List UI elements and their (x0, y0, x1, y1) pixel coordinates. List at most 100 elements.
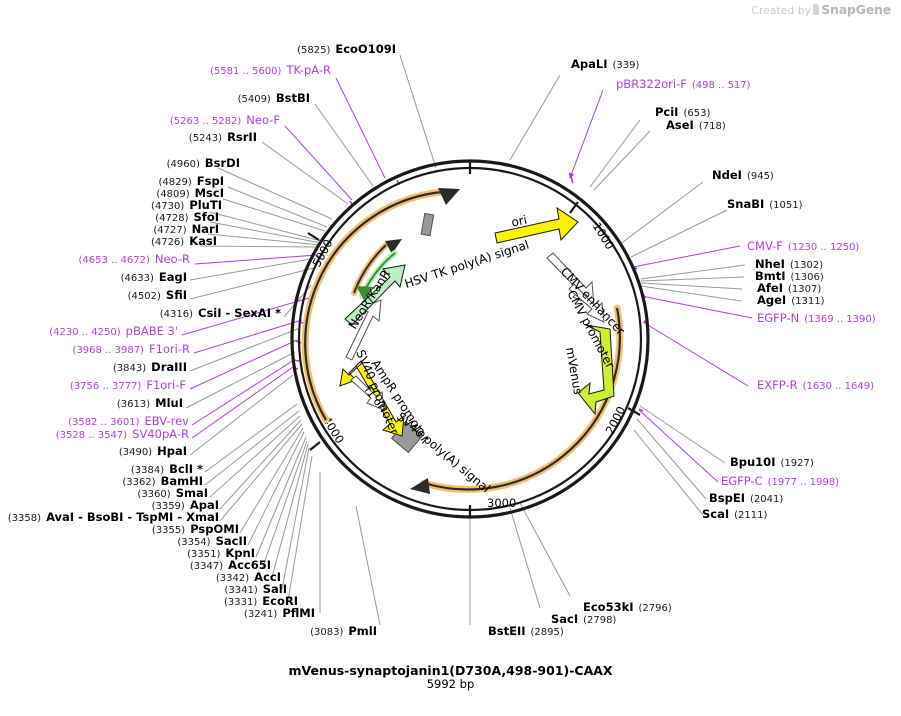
site-position: (1630 .. 1649) (802, 381, 875, 392)
site-label-Acc65I[interactable]: (3347) Acc65I (190, 559, 271, 573)
plasmid-name: mVenus-synaptojanin1(D730A,498-901)-CAAX (288, 663, 613, 678)
site-label-EXFP-R[interactable]: EXFP-R (1630 .. 1649) (757, 379, 874, 393)
site-position: (3359) (151, 501, 185, 512)
site-label-F1ori-F[interactable]: (3756 .. 3777) F1ori-F (70, 379, 186, 393)
site-name: EGFP-N (757, 311, 800, 325)
site-name: BsrDI (204, 156, 240, 170)
site-position: (4960) (166, 159, 200, 170)
ruler-ticks (307, 161, 641, 517)
site-position: (5243) (188, 133, 223, 144)
site-name: ApaI (189, 498, 219, 512)
site-label-NarI[interactable]: (4727) NarI (153, 223, 219, 237)
feature-ori (494, 206, 579, 244)
site-label-pBR322ori-F[interactable]: pBR322ori-F (498 .. 517) (616, 78, 751, 92)
site-label-F1ori-R[interactable]: (3968 .. 3987) F1ori-R (73, 343, 190, 357)
site-label-ApaLI[interactable]: ApaLI (339) (571, 58, 639, 72)
site-label-NdeI[interactable]: NdeI (945) (712, 169, 774, 183)
site-name: PflMI (282, 606, 315, 620)
site-label-BmtI[interactable]: BmtI (1306) (755, 270, 824, 284)
site-label-PspOMI[interactable]: (3355) PspOMI (152, 523, 239, 537)
site-label-Neo-F[interactable]: (5263 .. 5282) Neo-F (170, 114, 280, 128)
site-label-AgeI[interactable]: AgeI (1311) (757, 294, 824, 308)
site-label-SalI[interactable]: (3341) SalI (224, 583, 287, 597)
site-label-RsrII[interactable]: (5243) RsrII (189, 131, 257, 145)
site-label-pBABE-3prime[interactable]: (4230 .. 4250) pBABE 3' (49, 325, 178, 339)
site-label-KasI[interactable]: (4726) KasI (151, 235, 217, 249)
site-label-KpnI[interactable]: (3351) KpnI (187, 547, 255, 561)
site-label-MscI[interactable]: (4809) MscI (156, 187, 224, 201)
site-label-PluTI[interactable]: (4730) PluTI (151, 199, 222, 213)
site-label-FspI[interactable]: (4829) FspI (159, 175, 224, 189)
site-position: (5263 .. 5282) (169, 116, 242, 127)
site-label-AvaI-BsoBI-TspMI-XmaI[interactable]: (3358) AvaI - BsoBI - TspMI - XmaI (8, 511, 219, 525)
snapgene-logo-icon (813, 4, 820, 15)
site-label-EcoO109I[interactable]: (5825) EcoO109I (297, 43, 396, 57)
site-name: Eco53kI (583, 600, 634, 614)
site-name: Neo-F (246, 113, 280, 127)
site-label-ApaI[interactable]: (3359) ApaI (152, 499, 219, 513)
site-position: (2111) (734, 510, 768, 521)
site-label-SfoI[interactable]: (4728) SfoI (155, 211, 219, 225)
site-label-SacII[interactable]: (3354) SacII (177, 535, 247, 549)
site-name: FspI (196, 174, 224, 188)
site-label-ScaI[interactable]: ScaI (2111) (702, 508, 767, 522)
site-label-EGFP-C[interactable]: EGFP-C (1977 .. 1998) (721, 475, 839, 489)
site-label-PflMI[interactable]: (3241) PflMI (244, 607, 315, 621)
site-name: pBR322ori-F (616, 77, 687, 91)
site-label-SacI[interactable]: SacI (2798) (551, 613, 616, 627)
site-label-BamHI[interactable]: (3362) BamHI (122, 475, 203, 489)
site-position: (339) (612, 60, 640, 71)
site-position: (718) (698, 121, 726, 132)
site-label-CMV-F[interactable]: CMV-F (1230 .. 1250) (747, 240, 859, 254)
site-label-CsiI-SexAI[interactable]: (4316) CsiI - SexAI * (160, 307, 281, 321)
leader-lines-right (509, 74, 753, 516)
site-name: EcoRI (262, 594, 298, 608)
site-label-SfiI[interactable]: (4502) SfiI (128, 289, 187, 303)
site-name: SacII (215, 534, 247, 548)
plasmid-title: mVenus-synaptojanin1(D730A,498-901)-CAAX (0, 660, 901, 679)
site-label-EGFP-N[interactable]: EGFP-N (1369 .. 1390) (757, 312, 876, 326)
feature-sv40-promoter (345, 299, 382, 361)
site-position: (1302) (789, 260, 824, 271)
site-label-AfeI[interactable]: AfeI (1307) (757, 282, 821, 296)
site-label-MluI[interactable]: (3613) MluI (117, 397, 183, 411)
site-label-AseI[interactable]: AseI (718) (666, 119, 726, 133)
site-label-SnaBI[interactable]: SnaBI (1051) (727, 198, 803, 212)
site-label-EagI[interactable]: (4633) EagI (121, 271, 187, 285)
site-name: BstBI (275, 91, 310, 105)
site-label-BstBI[interactable]: (5409) BstBI (238, 92, 310, 106)
site-label-BclI[interactable]: (3384) BclI * (131, 463, 203, 477)
site-label-EBV-rev[interactable]: (3582 .. 3601) EBV-rev (68, 415, 189, 429)
site-position: (1230 .. 1250) (787, 242, 860, 253)
site-position: (3354) (177, 537, 211, 548)
site-label-PmlI[interactable]: (3083) PmlI (310, 625, 377, 639)
site-label-Neo-R[interactable]: (4653 .. 4672) Neo-R (79, 253, 191, 267)
site-label-EcoRI[interactable]: (3331) EcoRI (224, 595, 298, 609)
site-name: MscI (194, 186, 224, 200)
site-label-Bpu10I[interactable]: Bpu10I (1927) (730, 456, 814, 470)
site-name: EcoO109I (335, 42, 396, 56)
site-label-BspEI[interactable]: BspEI (2041) (709, 492, 783, 506)
site-position: (4730) (151, 201, 185, 212)
site-label-DraIII[interactable]: (3843) DraIII (113, 361, 187, 375)
site-label-HpaI[interactable]: (3490) HpaI (119, 445, 187, 459)
watermark-brand: SnapGene (821, 2, 891, 17)
site-label-SmaI[interactable]: (3360) SmaI (137, 487, 208, 501)
site-label-PciI[interactable]: PciI (653) (655, 106, 710, 120)
site-position: (3528 .. 3547) (55, 430, 128, 441)
leader-lines-bottom (469, 502, 571, 625)
site-name: CsiI - SexAI * (198, 306, 281, 320)
site-position: (3968 .. 3987) (72, 345, 144, 356)
site-position: (3241) (244, 609, 278, 620)
site-label-NheI[interactable]: NheI (1302) (755, 258, 823, 272)
site-label-AccI[interactable]: (3342) AccI (216, 571, 281, 585)
site-label-BsrDI[interactable]: (4960) BsrDI (167, 157, 240, 171)
site-name: EGFP-C (721, 474, 763, 488)
site-label-BstEII[interactable]: BstEII (2895) (488, 625, 564, 639)
site-label-SV40pA-R[interactable]: (3528 .. 3547) SV40pA-R (56, 428, 189, 442)
feature-label-mvenus: mVenus (563, 346, 585, 396)
site-label-TK-pA-R[interactable]: (5581 .. 5600) TK-pA-R (210, 64, 331, 78)
site-name: PluTI (189, 198, 222, 212)
site-label-Eco53kI[interactable]: Eco53kI (2796) (583, 601, 672, 615)
